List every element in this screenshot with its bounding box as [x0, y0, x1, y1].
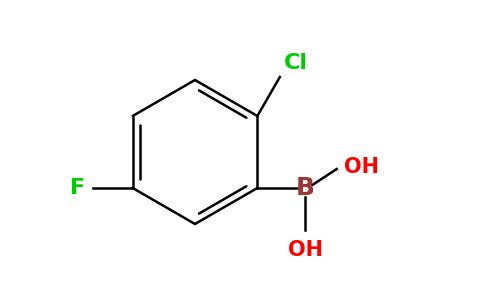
Text: OH: OH: [344, 157, 378, 177]
Text: B: B: [296, 176, 315, 200]
Text: OH: OH: [288, 240, 323, 260]
Text: Cl: Cl: [284, 53, 308, 73]
Text: F: F: [70, 178, 85, 198]
